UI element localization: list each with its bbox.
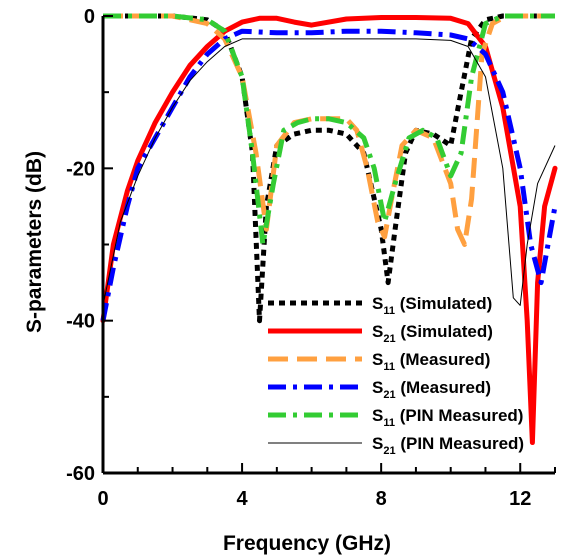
legend-label-4: S21 (Measured) xyxy=(372,378,491,401)
y-tick-label: -40 xyxy=(66,311,95,333)
y-tick-label: 0 xyxy=(84,6,95,28)
tick-labels: 0 4 8 12 0 -20 -40 -60 xyxy=(66,6,531,510)
axes xyxy=(101,15,556,475)
legend-label-6: S21 (PIN Measured) xyxy=(372,434,524,457)
y-tick-label: -20 xyxy=(66,158,95,180)
legend-label-1: S11 (Simulated) xyxy=(372,294,492,317)
series-line-6 xyxy=(102,38,556,306)
legend-label-3: S11 (Measured) xyxy=(372,350,490,373)
series-curves xyxy=(100,13,558,445)
series-line-3 xyxy=(103,13,555,247)
legend-label-5: S11 (PIN Measured) xyxy=(372,406,523,429)
series-line-1 xyxy=(103,13,555,324)
y-axis-title: S-parameters (dB) xyxy=(23,151,46,333)
legend-label-2: S21 (Simulated) xyxy=(372,322,493,345)
series-line-4 xyxy=(100,28,558,322)
x-tick-label: 0 xyxy=(97,488,108,510)
x-tick-label: 4 xyxy=(237,488,249,510)
plot-area xyxy=(100,13,558,475)
series-line-5 xyxy=(103,13,555,247)
legend: S11 (Simulated) S21 (Simulated) S11 (Measu… xyxy=(268,294,524,457)
series-line-2 xyxy=(100,15,558,445)
x-tick-label: 12 xyxy=(509,488,531,510)
x-axis-title: Frequency (GHz) xyxy=(223,532,391,555)
x-tick-label: 8 xyxy=(376,488,387,510)
y-tick-label: -60 xyxy=(66,463,95,485)
